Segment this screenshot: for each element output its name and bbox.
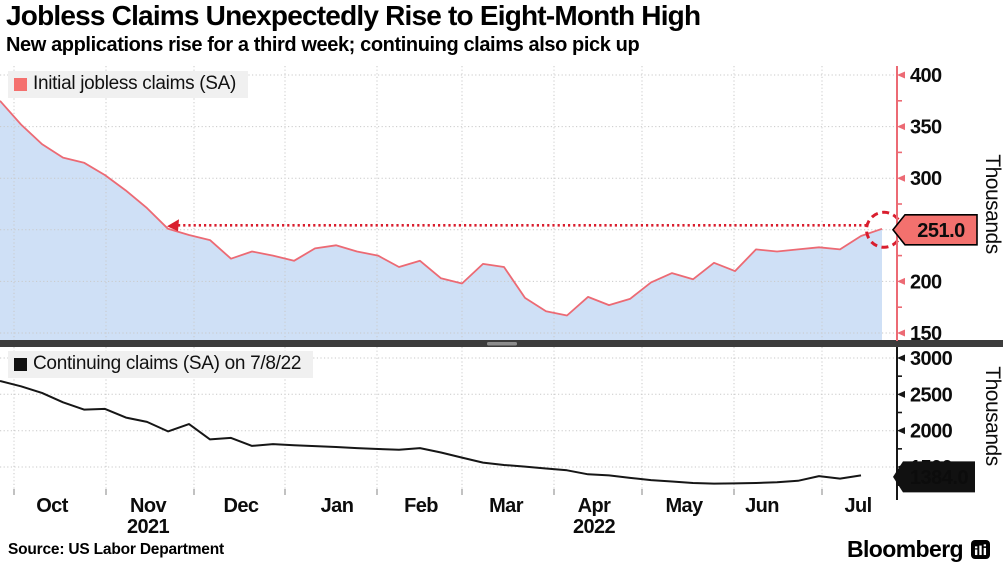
bloomberg-terminal-icon	[971, 540, 990, 559]
legend-swatch-initial-icon	[14, 77, 27, 91]
value-badge-initial-label: 251.0	[917, 220, 965, 242]
y-major-tick	[897, 174, 905, 182]
legend-continuing-label: Continuing claims (SA) on 7/8/22	[33, 353, 302, 374]
value-badge-continuing	[893, 461, 975, 493]
bloomberg-logo: Bloomberg	[847, 536, 990, 563]
month-label: May	[665, 495, 704, 517]
initial-claims-line	[0, 100, 883, 317]
y-major-tick	[897, 277, 905, 285]
initial-claims-area	[0, 100, 882, 340]
y-major-tick	[897, 123, 905, 131]
y-tick-label: 300	[910, 168, 942, 190]
legend-continuing-claims: Continuing claims (SA) on 7/8/22	[8, 351, 314, 378]
y-tick-label: 2500	[910, 384, 953, 406]
month-label: Jan	[321, 495, 354, 517]
legend-swatch-continuing-icon	[14, 357, 27, 371]
year-label: 2021	[127, 516, 170, 538]
y-major-tick	[897, 329, 905, 337]
value-badge-initial	[891, 213, 978, 246]
month-label: Oct	[36, 495, 68, 517]
month-label: Dec	[224, 495, 259, 517]
month-label: Nov	[130, 495, 167, 517]
y-axis-title-initial: Thousands	[981, 154, 1003, 253]
y-tick-label: 400	[910, 65, 942, 87]
month-label: Feb	[404, 495, 438, 517]
month-label: Jun	[745, 495, 779, 517]
y-tick-label: 150	[910, 323, 942, 345]
y-major-tick	[897, 390, 905, 398]
page-subtitle: New applications rise for a third week; …	[6, 34, 640, 56]
legend-initial-claims: Initial jobless claims (SA)	[8, 71, 249, 98]
year-label: 2022	[573, 516, 616, 538]
page-title: Jobless Claims Unexpectedly Rise to Eigh…	[6, 0, 701, 31]
y-tick-label: 350	[910, 117, 942, 139]
y-major-tick	[897, 71, 905, 79]
y-tick-label: 2000	[910, 421, 953, 443]
y-tick-label: 3000	[910, 348, 953, 370]
source-note: Source: US Labor Department	[8, 541, 224, 558]
y-major-tick	[897, 354, 905, 362]
continuing-claims-line	[0, 380, 862, 485]
bloomberg-wordmark: Bloomberg	[847, 536, 964, 562]
y-major-tick	[897, 427, 905, 435]
y-axis-title-continuing: Thousands	[981, 366, 1003, 465]
legend-initial-label: Initial jobless claims (SA)	[33, 73, 237, 94]
y-tick-label: 200	[910, 271, 942, 293]
separator-handle[interactable]	[487, 342, 517, 346]
month-label: Jul	[844, 495, 871, 517]
value-badge-continuing-label: 1384.0	[910, 467, 969, 489]
arrow-annotation-head-icon	[167, 219, 179, 232]
month-label: Apr	[578, 495, 611, 517]
month-label: Mar	[489, 495, 524, 517]
